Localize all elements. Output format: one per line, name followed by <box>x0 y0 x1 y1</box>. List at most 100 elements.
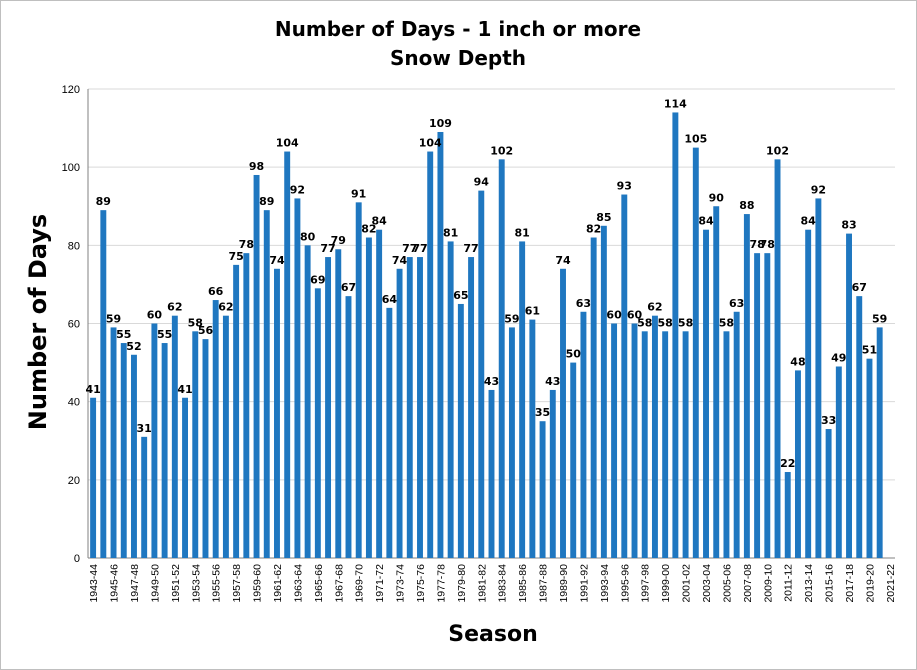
data-label: 77 <box>463 242 478 255</box>
x-tick-label: 1971-72 <box>374 564 386 603</box>
data-label: 55 <box>157 328 172 341</box>
bar <box>376 229 383 558</box>
data-label: 52 <box>126 340 141 353</box>
y-tick-label: 20 <box>68 475 80 487</box>
bar <box>212 300 219 558</box>
x-tick-label: 2001-02 <box>681 564 693 603</box>
data-label: 77 <box>402 242 417 255</box>
bar <box>754 253 761 558</box>
data-label: 63 <box>729 297 744 310</box>
data-label: 55 <box>116 328 131 341</box>
data-label: 83 <box>841 219 856 232</box>
bar <box>774 159 781 558</box>
data-label: 59 <box>872 312 887 325</box>
bar <box>192 331 199 558</box>
y-tick-label: 60 <box>68 319 80 331</box>
data-label: 65 <box>453 289 468 302</box>
data-label: 58 <box>719 316 734 329</box>
data-label: 66 <box>208 285 224 298</box>
x-tick-label: 1969-70 <box>354 564 366 603</box>
x-tick-label: 1983-84 <box>497 564 509 603</box>
x-tick-label: 1995-96 <box>619 564 631 603</box>
gridlines <box>87 88 895 559</box>
data-label: 93 <box>617 180 632 193</box>
x-tick-label: 1965-66 <box>313 564 325 603</box>
data-label: 58 <box>637 316 652 329</box>
data-label: 84 <box>801 215 817 228</box>
bar <box>825 429 832 558</box>
bar <box>427 151 434 559</box>
data-label: 35 <box>535 406 550 419</box>
bar <box>600 225 607 558</box>
bar <box>437 131 444 558</box>
bar <box>846 233 852 558</box>
data-label: 56 <box>198 324 214 337</box>
x-tick-label: 1985-86 <box>517 564 529 603</box>
bar <box>457 303 464 558</box>
bar <box>233 264 240 558</box>
bar <box>120 343 127 558</box>
bar <box>243 253 250 558</box>
x-tick-label: 2019-20 <box>864 564 876 603</box>
data-label: 105 <box>684 133 707 146</box>
x-tick-label: 2009-10 <box>762 564 774 603</box>
data-label: 64 <box>382 293 398 306</box>
bar <box>478 190 485 558</box>
x-tick-label: 1975-76 <box>415 564 427 603</box>
data-label: 58 <box>658 316 673 329</box>
y-tick-label: 40 <box>68 397 80 409</box>
bar <box>498 159 505 558</box>
bar <box>161 343 168 558</box>
x-tick-label: 1963-64 <box>292 564 304 603</box>
bar <box>539 421 546 558</box>
data-label: 59 <box>106 312 121 325</box>
data-label: 77 <box>320 242 335 255</box>
data-label: 75 <box>228 250 243 263</box>
x-tick-label: 1991-92 <box>578 564 590 603</box>
bar <box>304 245 311 559</box>
y-tick-label: 80 <box>68 240 80 252</box>
bar <box>131 354 137 558</box>
bar <box>171 315 178 558</box>
bar <box>743 214 750 559</box>
data-label: 74 <box>269 254 285 267</box>
bar <box>611 323 618 558</box>
data-label: 51 <box>862 344 877 357</box>
bar <box>90 397 97 558</box>
data-label: 89 <box>259 195 274 208</box>
x-tick-label: 1959-60 <box>252 564 264 603</box>
data-label: 31 <box>137 422 152 435</box>
data-label: 78 <box>749 238 764 251</box>
bar <box>631 323 638 558</box>
data-label: 81 <box>514 226 529 239</box>
data-label: 92 <box>290 183 305 196</box>
data-label: 61 <box>525 305 540 318</box>
bar <box>100 210 107 559</box>
data-label: 50 <box>566 348 582 361</box>
bar <box>805 229 812 558</box>
bar <box>764 253 771 558</box>
bar <box>447 241 454 559</box>
data-label: 90 <box>709 191 725 204</box>
chart-title-line-2: Snow Depth <box>390 46 526 70</box>
data-label: 74 <box>555 254 571 267</box>
bar <box>866 358 873 558</box>
x-tick-labels: 1943-44 1945-46 1947-48 1949-50 1951-52 1953-… <box>88 564 897 603</box>
bar <box>141 436 148 558</box>
bar <box>488 389 495 558</box>
data-label: 89 <box>96 195 111 208</box>
bar <box>784 472 791 558</box>
bar <box>182 397 189 558</box>
bar <box>876 327 883 558</box>
data-label: 104 <box>276 137 299 150</box>
x-tick-label: 2015-16 <box>824 564 836 603</box>
bar <box>355 202 362 558</box>
x-tick-label: 2017-18 <box>844 564 856 603</box>
bar <box>325 257 332 558</box>
data-label: 62 <box>647 301 662 314</box>
data-label: 78 <box>239 238 254 251</box>
bar <box>560 268 566 558</box>
bar <box>570 362 577 558</box>
x-tick-label: 1955-56 <box>211 564 223 603</box>
data-label: 58 <box>188 316 203 329</box>
